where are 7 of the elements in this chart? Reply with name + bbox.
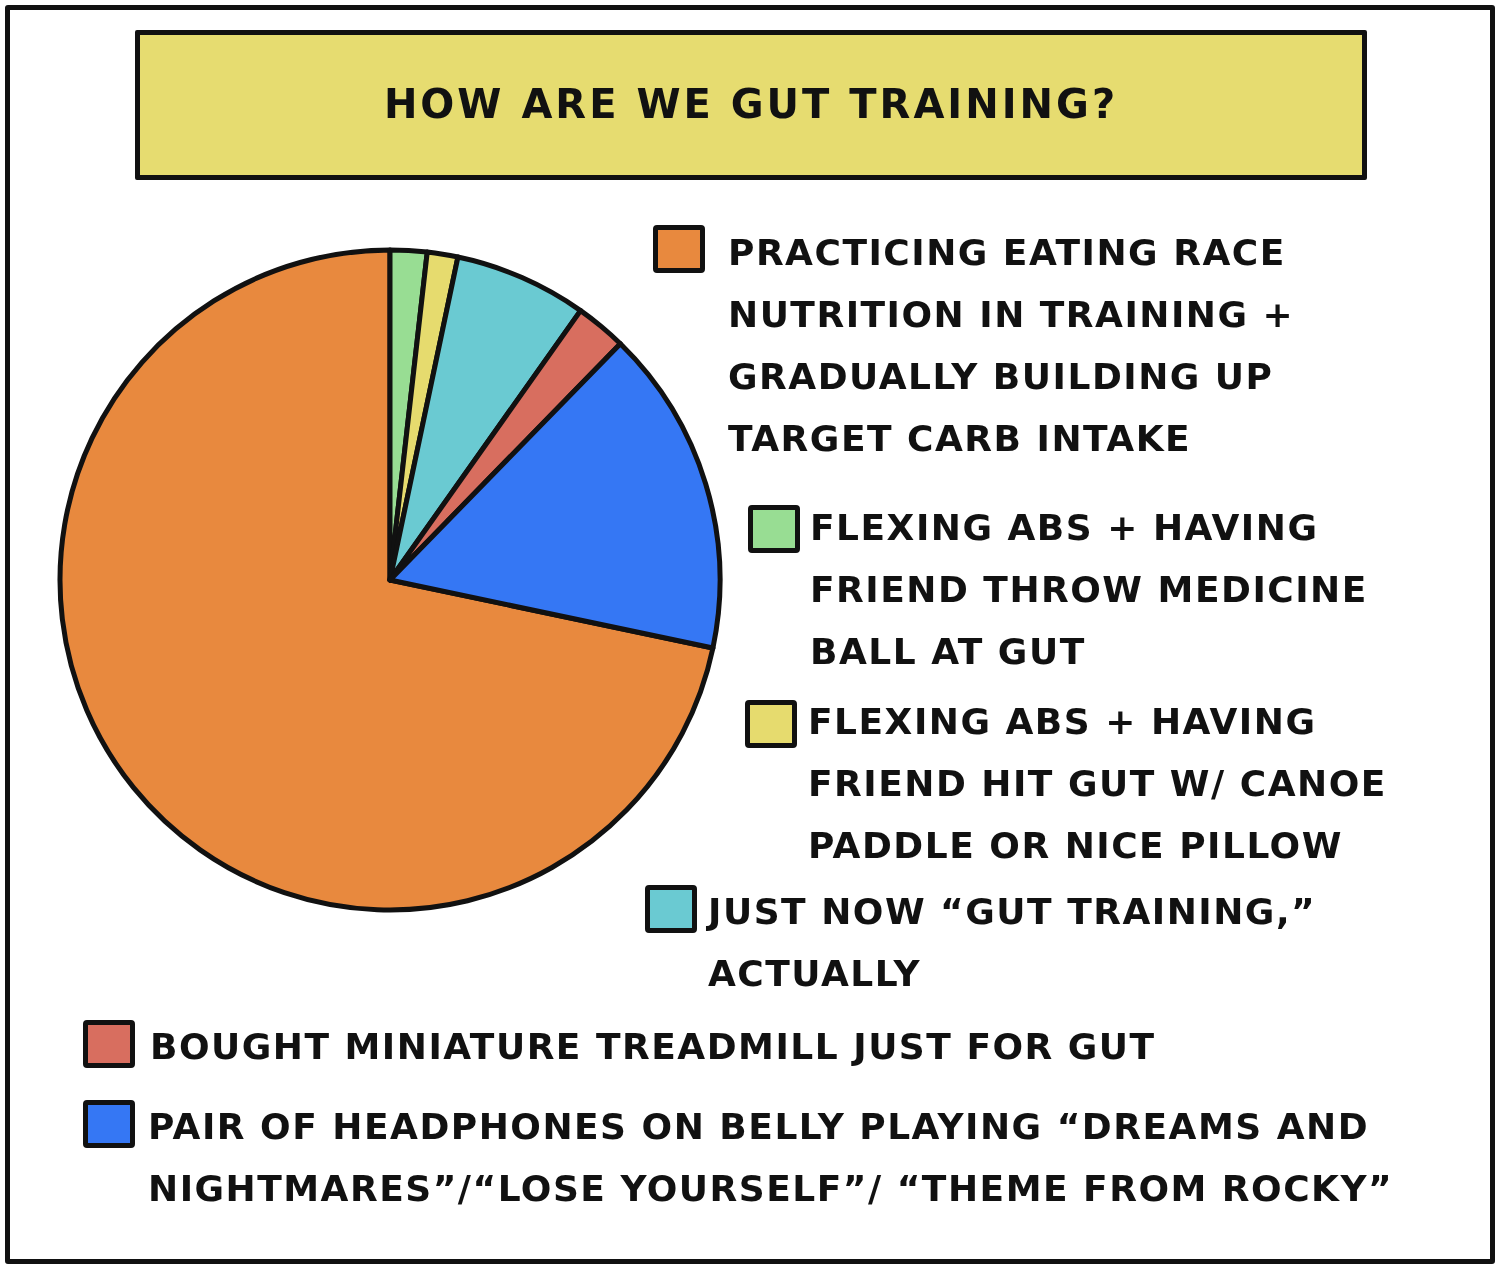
chart-title: HOW ARE WE GUT TRAINING? [382,80,1120,129]
legend-label: PAIR OF HEADPHONES ON BELLY PLAYING “DREAMS AND NIGHTMARES”/“LOSE YOURSELF”/ “THEME FROM ROCKY” [148,1105,1395,1211]
legend-label: JUST NOW “GUT TRAINING,” ACTUALLY [708,890,1318,996]
legend-label: FLEXING ABS + HAVING FRIEND HIT GUT W/ CANOE PADDLE OR NICE PILLOW [808,700,1388,868]
legend-label: BOUGHT MINIATURE TREADMILL JUST FOR GUT [150,1025,1157,1069]
legend-label: PRACTICING EATING RACE NUTRITION IN TRAINING + GRADUALLY BUILDING UP TARGET CARB INTAKE [728,231,1296,461]
legend-label: FLEXING ABS + HAVING FRIEND THROW MEDICINE BALL AT GUT [810,506,1369,674]
